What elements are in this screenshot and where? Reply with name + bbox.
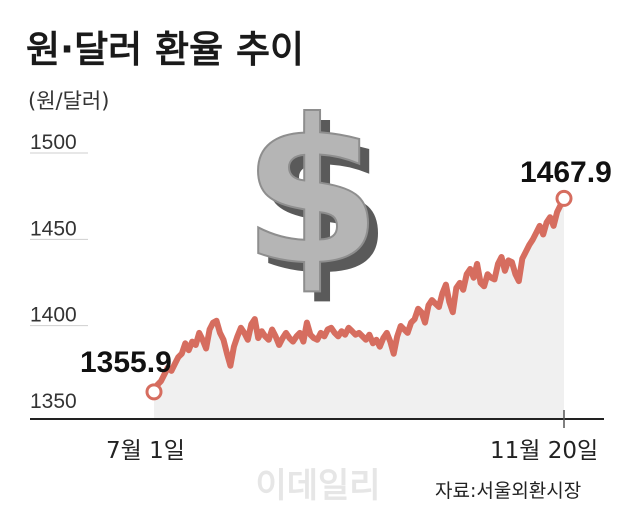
chart-title: 원·달러 환율 추이 (26, 28, 304, 71)
svg-text:$: $ (252, 87, 391, 320)
end-point-marker (555, 189, 573, 207)
y-tick-label: 1400 (30, 304, 77, 327)
y-tick-label: 1500 (30, 131, 77, 154)
y-axis-ticks: 1500 1450 1400 1350 (30, 131, 77, 413)
start-point-marker (145, 383, 163, 401)
y-tick-label: 1350 (30, 390, 77, 413)
source-label: 자료:서울외환시장 (435, 480, 581, 502)
y-tick-label: 1450 (30, 217, 77, 240)
end-value-label: 1467.9 (520, 156, 612, 189)
x-tick-end: 11월 20일 (490, 438, 598, 464)
unit-label: (원/달러) (28, 89, 109, 113)
svg-text:$: $ (242, 77, 381, 310)
watermark-logo: 이데일리 (255, 466, 380, 506)
gridlines (30, 152, 88, 327)
series-line (151, 195, 567, 395)
start-value-label: 1355.9 (80, 346, 172, 379)
dollar-sign-icon: $ $ (241, 76, 391, 320)
area-fill (154, 198, 564, 419)
x-tick-start: 7월 1일 (106, 438, 185, 464)
